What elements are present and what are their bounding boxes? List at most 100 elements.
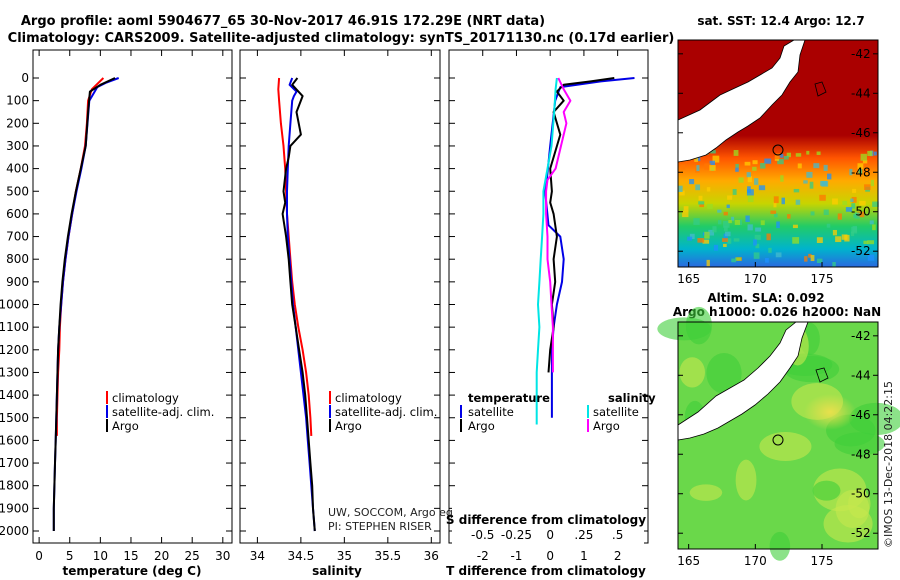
sst-pixel [795, 153, 802, 157]
sst-pixel [758, 185, 766, 191]
depth-tick-label: 1100 [0, 320, 29, 334]
sla-blob [848, 489, 871, 519]
sla-blob [735, 459, 757, 501]
x-tick-label: 30 [215, 549, 230, 563]
sst-pixel [816, 237, 823, 244]
difference-panel: -2 -1 0 1 2 T difference from climatology S … [446, 49, 656, 578]
s-tick-label: 0 [546, 528, 554, 542]
series-line-argo [281, 77, 316, 532]
sst-pixel [754, 178, 759, 185]
sst-pixel [816, 151, 821, 156]
s-tick-label: .25 [574, 528, 593, 542]
sst-pixel [699, 204, 705, 208]
sst-pixel [841, 234, 848, 240]
depth-tick-label: 1500 [0, 411, 29, 425]
sst-pixel [695, 184, 701, 191]
sst-pixel [863, 240, 869, 245]
sst-pixel [723, 233, 728, 241]
sst-pixel [820, 180, 828, 186]
copyright-credit: ©IMOS 13-Dec-2018 04:22:15 [882, 381, 895, 548]
sst-pixel [849, 168, 853, 176]
sst-pixel [704, 231, 710, 239]
sst-pixel [851, 196, 857, 203]
sst-pixel [850, 198, 854, 202]
s-tick-label: -0.25 [501, 528, 532, 542]
sst-pixel [689, 179, 695, 185]
depth-tick-label: 1000 [0, 298, 29, 312]
sst-pixel [717, 220, 722, 225]
sst-pixel [710, 150, 716, 154]
sst-pixel [753, 252, 760, 259]
temperature-legend: climatology satellite-adj. clim. Argo [106, 391, 214, 433]
sst-pixel [774, 153, 781, 160]
depth-tick-label: 800 [6, 252, 29, 266]
lat-tick-label: -50 [851, 205, 871, 219]
legend-t-satellite: satellite [468, 405, 514, 419]
t-difference-xlabel: T difference from climatology [446, 564, 646, 578]
sst-pixel [713, 244, 719, 251]
x-tick-label: 20 [154, 549, 169, 563]
lon-tick-label: 170 [744, 272, 767, 286]
south-island-landmass [677, 321, 809, 441]
sst-pixel [694, 157, 698, 162]
sst-pixel [810, 255, 815, 262]
sst-pixel [735, 257, 742, 261]
legend-climatology: climatology [335, 391, 402, 405]
sst-pixel [770, 210, 777, 214]
sst-pixel [858, 168, 863, 174]
sst-pixel [764, 158, 772, 164]
series-line-climatology [277, 77, 313, 436]
sst-pixel [765, 257, 769, 263]
sst-pixel [872, 224, 876, 231]
legend-s-satellite: satellite [593, 405, 639, 419]
legend-argo: Argo [112, 419, 139, 433]
depth-tick-label: 100 [6, 94, 29, 108]
sst-pixel [695, 155, 701, 162]
salinity-x-axis: 34 34.5 35 35.5 36 [250, 50, 439, 563]
sst-pixel [678, 185, 683, 192]
depth-tick-label: 400 [6, 162, 29, 176]
s-axis-backdrop [452, 507, 644, 545]
series-line-t-argo [547, 77, 615, 373]
sst-pixel [850, 231, 855, 237]
sst-pixel [760, 220, 765, 226]
sst-map-title: sat. SST: 12.4 Argo: 12.7 [697, 14, 864, 28]
sst-pixel [760, 162, 766, 169]
figure-title-line1: Argo profile: aoml 5904677_65 30-Nov-201… [21, 14, 545, 29]
sla-blob [834, 432, 885, 456]
sst-pixel [810, 211, 815, 216]
sst-pixel [806, 150, 810, 155]
sst-pixel [709, 160, 716, 166]
sst-pixel [864, 184, 871, 190]
depth-tick-label: 500 [6, 184, 29, 198]
lat-tick-label: -46 [851, 126, 871, 140]
figure-title-line2: Climatology: CARS2009. Satellite-adjuste… [8, 31, 675, 46]
sst-pixel [773, 196, 779, 204]
sst-pixel [780, 175, 784, 182]
sla-map-frame [677, 321, 879, 550]
sst-pixel [792, 237, 800, 244]
sst-pixel [738, 219, 742, 226]
s-tick-label: -0.5 [471, 528, 494, 542]
depth-axis: 0 100 200 300 400 500 600 700 800 900 1000 1100 1200… [0, 71, 648, 538]
x-tick-label: 15 [123, 549, 138, 563]
sst-pixel [872, 201, 879, 207]
sst-pixel [776, 221, 780, 229]
x-tick-label: 35 [337, 549, 352, 563]
x-tick-label: 35.5 [374, 549, 401, 563]
x-tick-label: 34.5 [288, 549, 315, 563]
lon-tick-label: 165 [677, 272, 700, 286]
sst-pixel [679, 190, 685, 196]
sst-pixel [837, 213, 842, 220]
sla-blob [759, 431, 812, 461]
difference-axes-box [448, 49, 649, 544]
temperature-x-axis: 0 5 10 15 20 25 30 [35, 50, 230, 563]
depth-tick-label: 1300 [0, 365, 29, 379]
series-line-s-argo [545, 77, 572, 373]
sst-pixel [857, 163, 864, 169]
sst-pixel [731, 258, 737, 263]
sst-pixel [709, 165, 716, 171]
sst-pixel [707, 203, 713, 209]
sst-pixel [859, 200, 866, 206]
sst-pixel [693, 218, 700, 225]
